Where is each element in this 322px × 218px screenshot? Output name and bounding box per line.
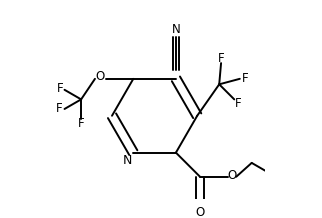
Text: N: N xyxy=(123,154,132,167)
Text: F: F xyxy=(56,102,62,116)
Text: N: N xyxy=(172,23,180,36)
Text: O: O xyxy=(95,70,105,83)
Text: F: F xyxy=(242,72,249,85)
Text: F: F xyxy=(218,52,224,65)
Text: O: O xyxy=(228,169,237,182)
Text: F: F xyxy=(78,117,84,130)
Text: F: F xyxy=(57,82,63,95)
Text: O: O xyxy=(195,206,205,218)
Text: F: F xyxy=(235,97,242,110)
